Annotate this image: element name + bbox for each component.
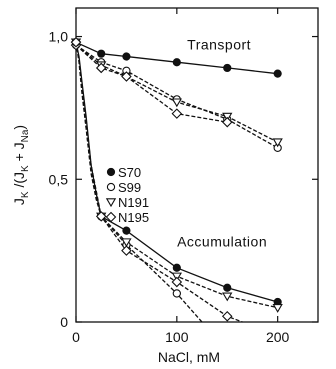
legend-marker-s70 [106, 167, 116, 177]
legend-marker-s99 [106, 182, 116, 192]
data-point-s70 [122, 52, 131, 61]
y-axis-label-part: J [11, 198, 27, 205]
y-axis-label-part: K [20, 191, 31, 198]
legend-label-s70: S70 [118, 165, 141, 180]
legend-label-s99: S99 [118, 180, 141, 195]
data-point-n195 [171, 108, 183, 119]
series-line-accumulation-n195 [75, 42, 243, 323]
y-axis-label: JK /(JK + JNa) [11, 125, 31, 205]
data-point-s99 [172, 289, 181, 298]
data-point-s70 [97, 49, 106, 58]
y-axis-label-part: /(J [11, 172, 27, 191]
data-point-n195 [95, 211, 107, 222]
y-axis-label-part: Na [20, 129, 31, 142]
data-point-n195 [95, 62, 107, 74]
annotation-accumulation: Accumulation [177, 233, 267, 249]
data-point-s70 [122, 226, 131, 235]
data-point-n195 [121, 245, 132, 256]
legend-label-n191: N191 [118, 195, 149, 210]
annotation-transport: Transport [187, 36, 251, 52]
plot-border [75, 7, 319, 323]
data-point-n191 [222, 112, 233, 122]
y-axis-label-part: + J [11, 142, 27, 165]
plot-frame [75, 7, 319, 323]
legend-marker-n191 [105, 198, 117, 208]
series-line-transport-s70 [75, 41, 278, 75]
axis-ticks: 0 100 200 0 0,5 1,0 [49, 8, 318, 345]
data-point-n191 [121, 238, 132, 248]
data-point-s70 [172, 58, 181, 67]
data-point-n191 [272, 138, 283, 148]
data-point-s70 [223, 283, 232, 292]
data-point-n195 [221, 311, 233, 322]
data-point-s70 [273, 69, 282, 78]
data-point-s70 [172, 263, 181, 272]
data-point-n191 [171, 98, 182, 108]
data-point-n195 [121, 71, 132, 82]
legend-label-n195: N195 [118, 210, 149, 225]
y-axis-label-part: ) [11, 125, 27, 130]
data-point-s70 [223, 63, 232, 73]
x-tick-label: 100 [165, 329, 189, 345]
data-point-n195 [70, 36, 82, 48]
y-tick-label: 0 [60, 314, 68, 330]
x-tick-label: 200 [266, 329, 290, 345]
markers-group [70, 36, 283, 322]
legend-marker-n195 [105, 211, 117, 223]
data-point-n191 [272, 303, 283, 313]
series-line-transport-s99 [75, 44, 279, 149]
x-tick-label: 0 [72, 329, 80, 345]
data-point-n195 [171, 276, 183, 288]
y-tick-label: 1,0 [49, 29, 69, 45]
x-axis-label: NaCl, mM [158, 349, 220, 365]
data-point-n191 [222, 292, 233, 302]
series-line-accumulation-s70 [75, 42, 278, 303]
data-point-n195 [221, 116, 233, 128]
y-axis-label-part: K [20, 165, 31, 172]
y-tick-label: 0,5 [49, 171, 69, 187]
data-point-n191 [171, 272, 182, 282]
